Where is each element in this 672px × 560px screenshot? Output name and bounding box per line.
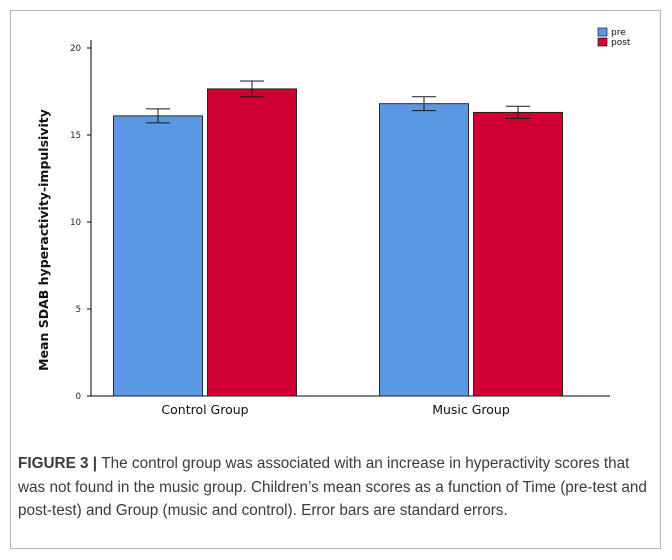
- caption-text: The control group was associated with an…: [18, 455, 647, 519]
- y-tick-label: 15: [70, 131, 81, 141]
- legend-swatch-pre: [598, 28, 607, 36]
- bar-chart: 0 5 10 15 20 Mean SDAB hyperactivity-impulsiv…: [0, 0, 672, 450]
- caption-separator: |: [89, 455, 102, 472]
- y-axis-title: Mean SDAB hyperactivity-impulsivity: [36, 109, 51, 371]
- bar-pre: [114, 116, 203, 396]
- y-tick-label: 20: [70, 44, 81, 54]
- legend-label-post: post: [611, 38, 631, 48]
- figure-label: FIGURE 3: [18, 455, 89, 472]
- x-tick-label: Control Group: [161, 402, 248, 417]
- y-tick-label: 10: [70, 218, 81, 228]
- bar-post: [474, 112, 563, 396]
- x-tick-label: Music Group: [432, 402, 510, 417]
- y-tick-label: 5: [76, 305, 81, 315]
- legend-swatch-post: [598, 38, 607, 46]
- figure-caption: FIGURE 3 | The control group was associa…: [18, 452, 654, 523]
- legend-label-pre: pre: [611, 28, 626, 38]
- bar-post: [208, 89, 297, 396]
- bar-pre: [380, 104, 469, 396]
- y-tick-label: 0: [76, 392, 81, 402]
